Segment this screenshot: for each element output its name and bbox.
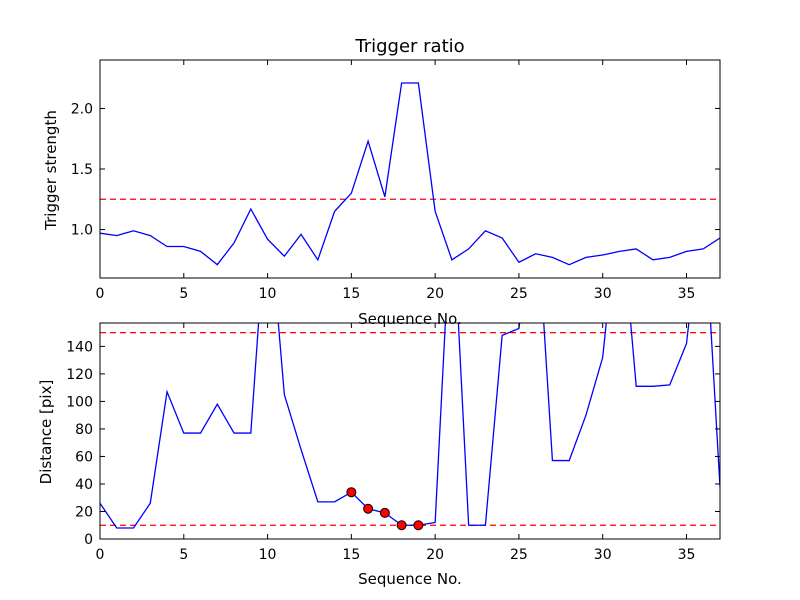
x-tick-label: 35 [678,547,696,563]
trigger-ratio-plot-area: 0 5 10 15 20 25 30 35 1.0 1.5 2.0 [71,59,721,302]
plot-content [100,323,720,531]
x-tick-label: 5 [179,547,188,563]
plot-title: Trigger ratio [354,36,464,57]
y-tick-label: 100 [66,394,93,410]
data-point-marker [379,507,390,518]
x-tick-label: 0 [96,286,105,302]
y-tick-label: 1.0 [71,223,93,239]
y-axis-label: Distance [pix] [37,380,55,485]
data-series-line [100,82,720,266]
data-point-marker [413,520,424,531]
y-tick-label: 1.5 [71,162,93,178]
y-tick-label: 0 [84,532,93,548]
x-tick-label: 25 [510,547,528,563]
data-series-line [100,323,720,529]
x-tick-label: 20 [426,286,444,302]
distance-plot: 0 5 10 15 20 25 30 35 0 20 40 60 80 100 120 140 Sequenc… [37,322,721,588]
y-tick-label: 40 [75,477,93,493]
x-tick-label: 30 [594,286,612,302]
x-tick-label: 15 [342,286,360,302]
axes-frame [99,322,721,540]
y-tick-label: 140 [66,339,93,355]
y-tick-label: 120 [66,367,93,383]
data-point-marker [346,487,357,498]
x-tick-label: 35 [678,286,696,302]
y-tick-label: 80 [75,422,93,438]
y-tick-label: 20 [75,504,93,520]
x-tick-label: 5 [179,286,188,302]
y-axis-label: Trigger strength [42,110,60,231]
x-tick-label: 10 [259,286,277,302]
plot-content [100,82,720,266]
data-point-marker [363,503,374,514]
x-tick-label: 30 [594,547,612,563]
x-axis-label: Sequence No. [358,570,462,588]
y-tick-label: 2.0 [71,101,93,117]
distance-plot-area: 0 5 10 15 20 25 30 35 0 20 40 60 80 100 120 140 [66,322,721,563]
data-point-marker [396,520,407,531]
x-tick-label: 0 [96,547,105,563]
x-tick-label: 25 [510,286,528,302]
x-tick-label: 10 [259,547,277,563]
x-axis-label: Sequence No. [358,310,462,328]
x-tick-label: 20 [426,547,444,563]
x-tick-label: 15 [342,547,360,563]
y-tick-label: 60 [75,449,93,465]
